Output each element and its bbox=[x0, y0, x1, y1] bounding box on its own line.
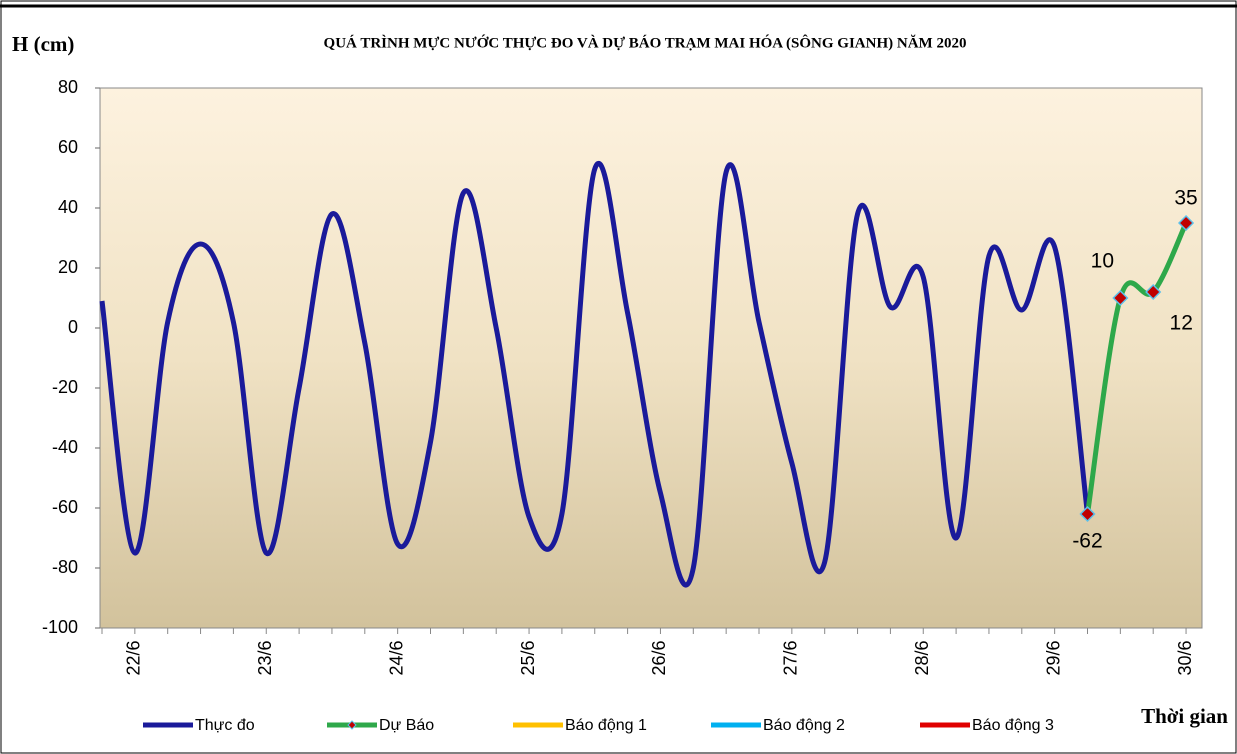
y-tick-label: 20 bbox=[58, 257, 78, 277]
legend-label: Báo động 3 bbox=[972, 717, 1054, 734]
x-tick-label: 29/6 bbox=[1043, 640, 1063, 675]
y-tick-label: -80 bbox=[52, 557, 78, 577]
series-line bbox=[99, 160, 1090, 588]
legend-label: Dự Báo bbox=[379, 717, 434, 734]
y-tick-label: 80 bbox=[58, 77, 78, 97]
x-tick-label: 23/6 bbox=[255, 640, 275, 675]
data-label: 10 bbox=[1091, 250, 1114, 273]
y-tick-label: -60 bbox=[52, 497, 78, 517]
x-tick-label: 25/6 bbox=[518, 640, 538, 675]
y-tick-label: 40 bbox=[58, 197, 78, 217]
y-tick-label: -40 bbox=[52, 437, 78, 457]
y-tick-label: -100 bbox=[42, 617, 78, 637]
y-axis-label: H (cm) bbox=[12, 32, 74, 56]
data-label: -62 bbox=[1072, 530, 1102, 553]
x-tick-label: 24/6 bbox=[386, 640, 406, 675]
marker bbox=[1177, 214, 1195, 232]
data-label: 12 bbox=[1170, 312, 1193, 335]
legend-label: Báo động 2 bbox=[763, 717, 845, 734]
x-tick-label: 22/6 bbox=[124, 640, 144, 675]
legend-label: Báo động 1 bbox=[565, 717, 647, 734]
marker bbox=[1112, 289, 1129, 307]
marker bbox=[1079, 505, 1096, 523]
x-tick-label: 30/6 bbox=[1175, 640, 1195, 675]
legend: Thực đo Dự Báo Báo động 1 Báo động 2 Báo độn… bbox=[143, 717, 1054, 734]
legend-label: Thực đo bbox=[195, 717, 255, 734]
data-label: 35 bbox=[1174, 187, 1197, 210]
y-tick-label: -20 bbox=[52, 377, 78, 397]
plot-area bbox=[99, 87, 1203, 629]
x-axis-label: Thời gian bbox=[1141, 704, 1228, 728]
legend-marker bbox=[347, 720, 357, 730]
x-tick-label: 27/6 bbox=[781, 640, 801, 675]
y-tick-label: 60 bbox=[58, 137, 78, 157]
y-tick-label: 0 bbox=[68, 317, 78, 337]
x-tick-label: 28/6 bbox=[912, 640, 932, 675]
chart-title: QUÁ TRÌNH MỰC NƯỚC THỰC ĐO VÀ DỰ BÁO TRẠ… bbox=[324, 34, 967, 51]
marker bbox=[1145, 283, 1162, 301]
series-line bbox=[1085, 221, 1189, 515]
x-tick-label: 26/6 bbox=[649, 640, 669, 675]
